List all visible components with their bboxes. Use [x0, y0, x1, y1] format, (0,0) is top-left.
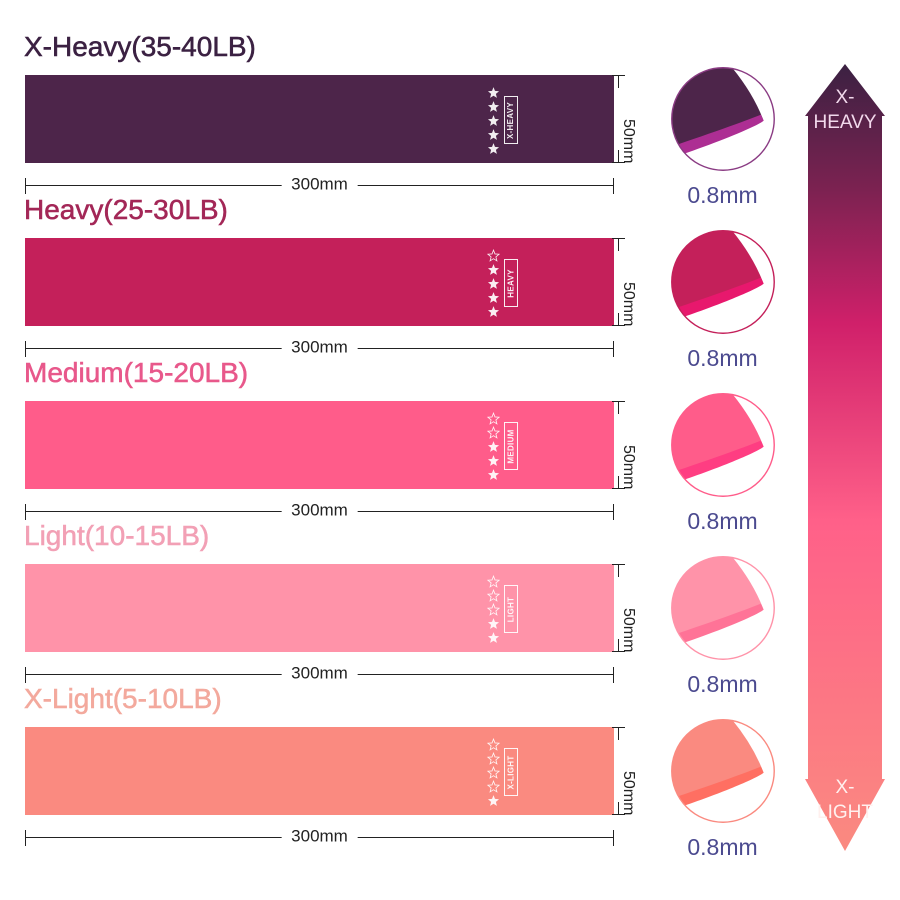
- svg-text:X-: X-: [836, 777, 855, 798]
- svg-text:HEAVY: HEAVY: [813, 112, 876, 133]
- svg-text:X-: X-: [836, 87, 855, 108]
- svg-text:LIGHT: LIGHT: [817, 802, 873, 823]
